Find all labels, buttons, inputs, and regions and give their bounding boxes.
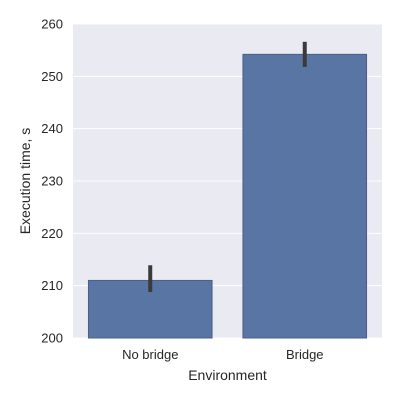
x-tick-label: No bridge: [122, 347, 178, 362]
x-tick-labels: No bridge Bridge: [122, 347, 323, 362]
y-tick-labels: 200 210 220 230 240 250 260: [41, 17, 63, 346]
y-tick-label: 260: [41, 17, 63, 32]
y-tick-label: 210: [41, 278, 63, 293]
y-tick-label: 240: [41, 121, 63, 136]
error-bars: [148, 41, 307, 292]
x-tick-label: Bridge: [286, 347, 324, 362]
y-axis-label: Execution time, s: [17, 128, 33, 235]
x-axis-label: Environment: [188, 367, 267, 383]
y-tick-label: 220: [41, 226, 63, 241]
bar: [242, 53, 368, 339]
y-tick-label: 200: [41, 331, 63, 346]
y-tick-label: 250: [41, 69, 63, 84]
y-tick-label: 230: [41, 174, 63, 189]
